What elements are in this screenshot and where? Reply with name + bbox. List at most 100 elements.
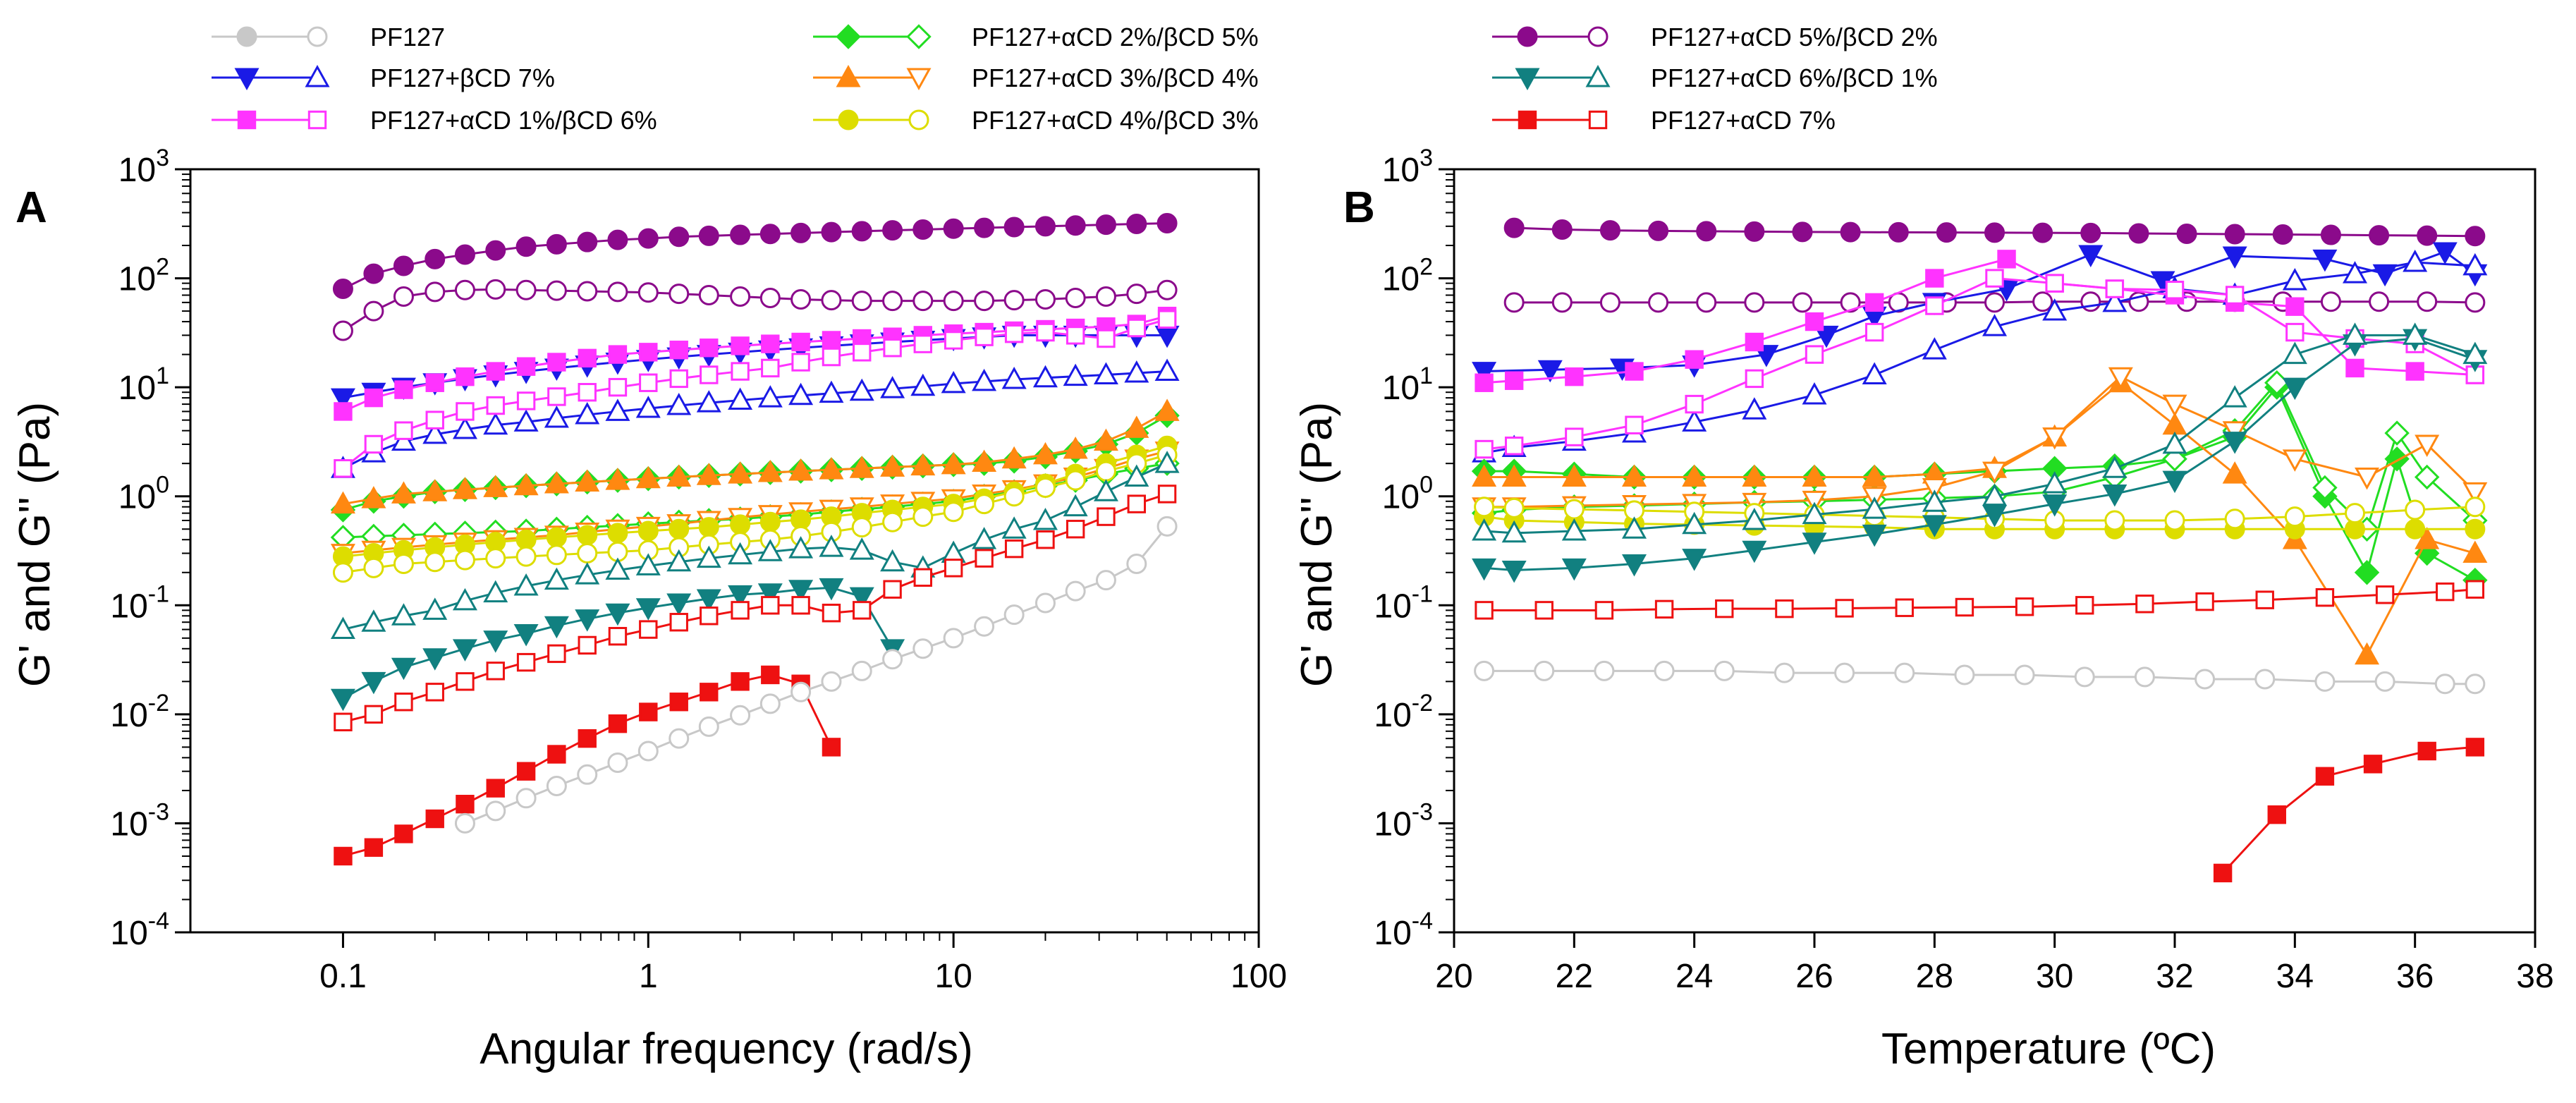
- panel-b-series-pf127-bcd-7-open-point: [1802, 382, 1827, 405]
- panel-b-series-pf127-acd-7-open-point: [2315, 587, 2335, 607]
- panel-a-xlabel: Angular frequency (rad/s): [480, 1025, 973, 1073]
- panel-a-series-pf127-acd-6-bcd-1-closed-point: [330, 688, 355, 712]
- panel-a-series-pf127-acd-6-bcd-1-open-point: [391, 603, 416, 626]
- panel-a-series-pf127-acd-3-bcd-4-closed-point: [483, 475, 508, 497]
- panel-a-series-pf127-acd-1-bcd-6-closed-point: [394, 380, 413, 399]
- panel-a-series-pf127-acd-3-bcd-4-closed-point: [788, 458, 814, 481]
- panel-b-series-pf127-acd-1-bcd-6-closed-point: [1685, 350, 1704, 369]
- panel-a: G' and G'' (Pa) Angular frequency (rad/s…: [11, 145, 1287, 1073]
- panel-a-series-pf127-acd-6-bcd-1-open-point: [483, 580, 508, 603]
- legend-pf127-acd-3-bcd-4-closed-marker: [836, 64, 861, 87]
- panel-b-series-pf127-acd-5-bcd-2-closed: [1503, 217, 2486, 247]
- panel-a-series-pf127-acd-6-bcd-1-closed-point: [483, 630, 508, 653]
- panel-a-series-pf127-acd-7-closed-point: [761, 665, 780, 685]
- panel-a-series-pf127-open-point: [1095, 570, 1116, 591]
- panel-b-xtick-label: 36: [2396, 958, 2434, 995]
- panel-b-series-pf127-acd-7-open-point: [1955, 597, 1974, 617]
- panel-a-series-pf127-acd-5-bcd-2-open-point: [912, 291, 934, 312]
- panel-a-series-pf127-acd-6-bcd-1-open-line: [343, 462, 1168, 631]
- panel-a-series-pf127-acd-1-bcd-6-closed-point: [669, 341, 688, 360]
- panel-a-series-pf127-acd-5-bcd-2-closed-point: [332, 279, 353, 300]
- panel-a-series-pf127-acd-5-bcd-2-open-point: [730, 286, 751, 307]
- panel-a-series-pf127-acd-6-bcd-1-open-point: [1032, 507, 1058, 530]
- panel-b-letter: B: [1343, 183, 1375, 232]
- panel-a-ytick-label: 101: [118, 362, 169, 407]
- panel-a-series-pf127-acd-4-bcd-3-closed-point: [577, 525, 598, 546]
- panel-a-series-pf127-acd-4-bcd-3-open-point: [393, 554, 414, 575]
- panel-a-series-pf127-acd-7-open-point: [1036, 530, 1055, 549]
- panel-b-series-pf127-acd-4-bcd-3-open-point: [2405, 499, 2426, 520]
- panel-a-series-pf127-acd-6-bcd-1-open-point: [544, 567, 569, 590]
- panel-b-series-pf127-acd-3-bcd-4-closed-point: [1862, 464, 1887, 487]
- panel-b-series-pf127-open-point: [1954, 664, 1975, 685]
- panel-b-series-pf127-bcd-7-open-point: [1742, 397, 1767, 420]
- panel-a-series-pf127-bcd-7-open-point: [696, 390, 721, 413]
- panel-b-ytick-label: 10-2: [1374, 690, 1433, 734]
- legend-pf127-label: PF127: [370, 23, 445, 51]
- panel-a-series-pf127-bcd-7-open-point: [910, 373, 936, 396]
- panel-b-series-pf127-acd-7-open-point: [1534, 601, 1553, 620]
- panel-b-series-pf127-acd-6-bcd-1-open-point: [1682, 511, 1707, 535]
- panel-b-series-pf127-acd-6-bcd-1-closed-point: [1802, 532, 1827, 555]
- panel-b-series-pf127-open-point: [1654, 660, 1675, 681]
- panel-a-series-pf127-acd-1-bcd-6-closed-point: [761, 334, 780, 353]
- panel-b-series-pf127-acd-6-bcd-1-open-point: [1622, 516, 1647, 539]
- panel-b-series-pf127-acd-3-bcd-4-closed-point: [1561, 464, 1587, 487]
- panel-b-series-pf127-acd-1-bcd-6-open-point: [1625, 415, 1644, 434]
- panel-b-series-pf127-acd-7-open-point: [1594, 601, 1614, 620]
- panel-a-series-pf127-acd-3-bcd-4-closed-point: [513, 473, 539, 496]
- panel-b-series-pf127-open-point: [1714, 660, 1735, 681]
- panel-a-series-pf127-acd-1-bcd-6-open-point: [761, 358, 780, 378]
- panel-a-series-pf127-acd-4-bcd-3-open-point: [515, 546, 537, 567]
- panel-b-series-pf127-acd-5-bcd-2-closed-point: [2465, 226, 2486, 247]
- panel-a-series-pf127-acd-6-bcd-1-open-point: [635, 553, 661, 575]
- panel-a-series-pf127-open-point: [943, 628, 964, 649]
- panel-b-series-pf127-acd-5-bcd-2-closed-point: [2369, 225, 2390, 246]
- panel-b-series-pf127-acd-5-bcd-2-closed-point: [2176, 223, 2197, 244]
- panel-a-series-pf127-acd-3-bcd-4-closed-point: [1154, 398, 1180, 421]
- panel-a-series-pf127-acd-7-open-point: [456, 672, 475, 691]
- panel-a-series-pf127-acd-7-open-point: [669, 613, 688, 632]
- panel-b-series-pf127-acd-3-bcd-4-open-point: [2415, 434, 2440, 458]
- panel-a-series-pf127-acd-5-bcd-2-closed-point: [577, 231, 598, 252]
- panel-a-series-pf127-acd-7-open-point: [1004, 539, 1024, 559]
- panel-a-series-pf127-acd-5-bcd-2-closed-point: [425, 248, 446, 269]
- panel-b-series-pf127-acd-6-bcd-1-open-line: [1484, 334, 2476, 535]
- panel-b-xtick-label: 38: [2516, 958, 2553, 995]
- panel-a-series-pf127-acd-1-bcd-6-closed-point: [486, 362, 505, 381]
- panel-b-series-pf127-acd-5-bcd-2-closed-point: [1744, 221, 1765, 242]
- panel-b-series-pf127-acd-1-bcd-6-closed-point: [1625, 362, 1644, 381]
- panel-a-series-pf127-acd-7-open-point: [608, 626, 628, 646]
- panel-b-series-pf127-acd-7-closed-point: [2213, 863, 2233, 883]
- panel-b-series-pf127-acd-3-bcd-4-closed-point: [1472, 464, 1497, 487]
- panel-a-series-pf127-acd-7-open-point: [1127, 494, 1147, 513]
- panel-a-series-pf127-acd-4-bcd-3-open-point: [912, 506, 934, 528]
- panel-b-series-pf127-acd-6-bcd-1-closed-point: [1501, 561, 1527, 583]
- panel-a-series-pf127-open-point: [577, 764, 598, 785]
- panel-a-series-pf127-acd-7-open-point: [822, 603, 841, 623]
- panel-a-series-pf127-acd-3-bcd-4-closed-point: [422, 479, 448, 501]
- panel-a-series-pf127-open-point: [669, 728, 690, 749]
- panel-a-series-pf127-acd-7-closed-point: [639, 702, 658, 721]
- panel-b-series-pf127-acd-7-closed: [2213, 738, 2485, 883]
- panel-b-series-pf127-acd-3-bcd-4-closed-point: [2222, 461, 2247, 484]
- panel-a-series-pf127-acd-6-bcd-1-closed-point: [757, 583, 783, 606]
- panel-b-series-pf127-acd-5-bcd-2-closed-point: [2224, 224, 2245, 245]
- panel-a-series-pf127-acd-6-bcd-1-closed-point: [361, 671, 386, 695]
- panel-b-series-pf127-open-point: [2314, 671, 2336, 692]
- panel-b-series-pf127-acd-5-bcd-2-open-point: [1503, 292, 1525, 313]
- panel-b-series-pf127-acd-5-bcd-2-open-point: [2080, 291, 2101, 312]
- panel-b-series-pf127-acd-1-bcd-6-open-point: [2285, 322, 2305, 342]
- panel-a-series-pf127-acd-7-open-point: [1157, 485, 1177, 504]
- panel-a-series-pf127-open-point: [698, 716, 719, 737]
- panel-a-series-pf127-acd-5-bcd-2-open-point: [546, 280, 567, 301]
- panel-a-series-pf127-open-point: [1003, 604, 1025, 626]
- panel-b-series-pf127-acd-1-bcd-6-closed-point: [1925, 269, 1944, 288]
- panel-b-ytick-label: 10-3: [1374, 798, 1433, 843]
- panel-b-series-pf127-acd-7-open-point: [2436, 582, 2455, 602]
- panel-b-series-pf127-acd-6-bcd-1-closed-point: [1682, 549, 1707, 571]
- panel-b-series-pf127-acd-5-bcd-2-closed-point: [1888, 221, 1909, 243]
- legend-pf127-closed-marker: [236, 26, 257, 47]
- panel-b-ytick-label: 10-1: [1374, 580, 1433, 625]
